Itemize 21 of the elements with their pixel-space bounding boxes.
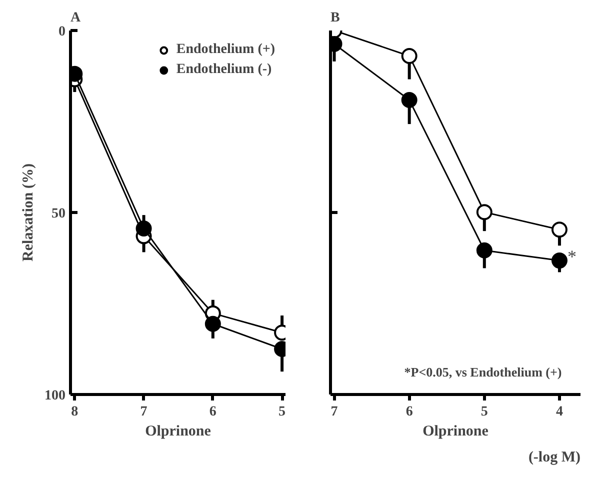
x-tick-label: 5 [278,404,286,420]
legend-label: Endothelium (-) [176,62,272,78]
chart-title: A [70,10,82,26]
x-axis-title: Olprinone [145,424,212,440]
y-tick-label: 100 [44,388,66,404]
x-tick-label: 7 [330,404,338,420]
y-tick-label: 0 [58,24,66,40]
x-tick-label: 7 [140,404,148,420]
annotation: * [567,246,576,267]
chart-title: B [330,10,340,26]
annotation: *P<0.05, vs Endothelium (+) [404,364,562,380]
x-tick-label: 6 [406,404,413,420]
x-tick-label: 8 [71,404,78,420]
legend-label: Endothelium (+) [176,42,275,58]
text: (-log M) [528,450,581,466]
x-tick-label: 4 [556,404,563,420]
y-axis-title: Relaxation (%) [20,164,36,262]
x-tick-label: 6 [209,404,216,420]
x-tick-label: 5 [480,404,488,420]
y-tick-label: 50 [52,206,66,222]
x-axis-title: Olprinone [422,424,489,440]
